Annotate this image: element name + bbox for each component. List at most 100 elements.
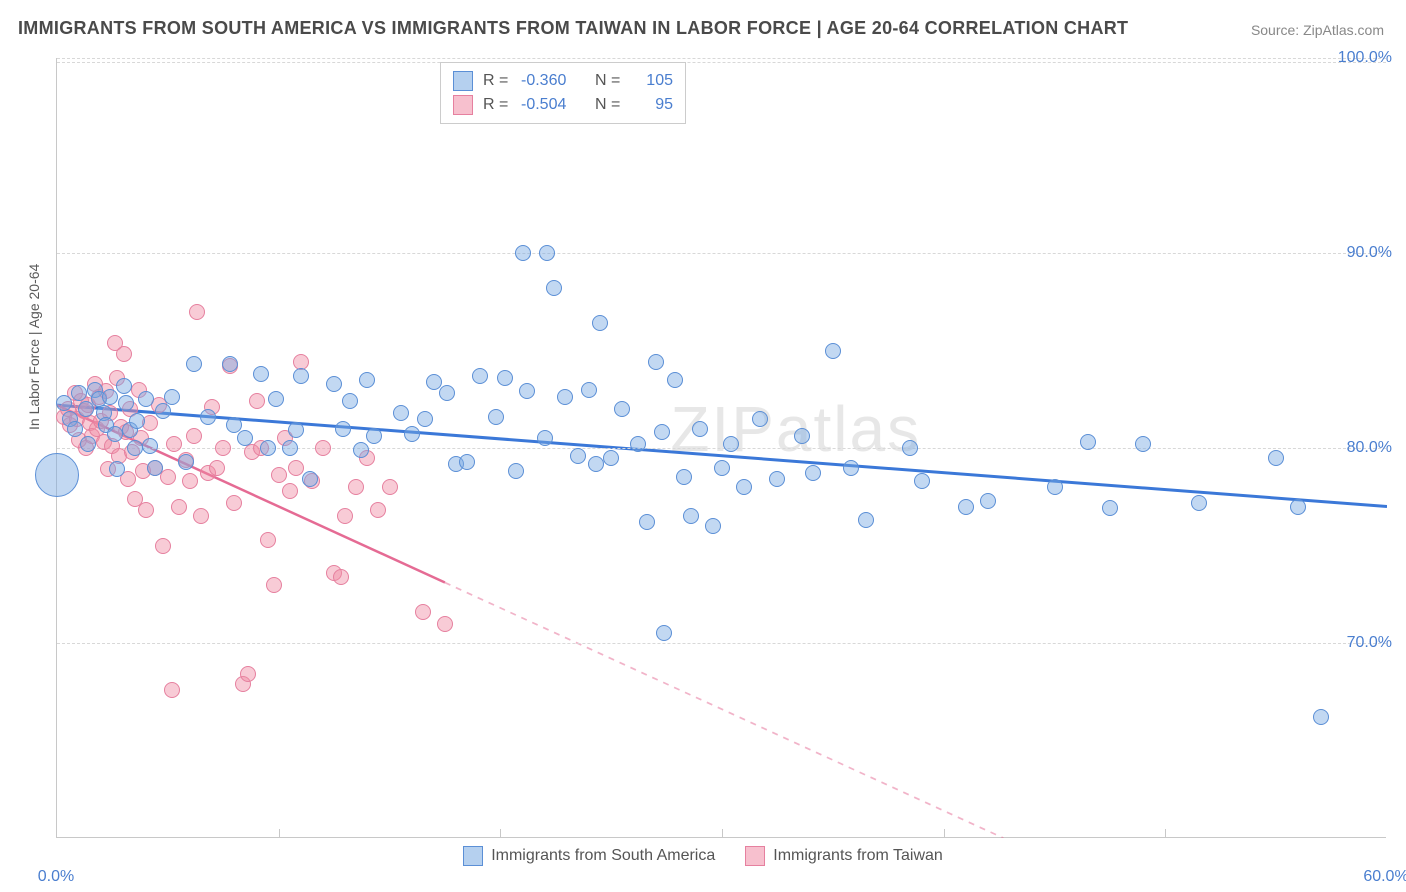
source-value: ZipAtlas.com — [1303, 22, 1384, 38]
r-value-tw: -0.504 — [521, 96, 585, 114]
data-point-tw — [155, 538, 171, 554]
data-point-sa — [980, 493, 996, 509]
x-tick-label: 60.0% — [1363, 868, 1406, 886]
data-point-sa — [67, 421, 83, 437]
data-point-sa — [515, 245, 531, 261]
data-point-sa — [603, 450, 619, 466]
data-point-tw — [166, 436, 182, 452]
data-point-tw — [138, 502, 154, 518]
data-point-sa — [268, 391, 284, 407]
data-point-sa — [958, 499, 974, 515]
source-label: Source: ZipAtlas.com — [1251, 22, 1384, 38]
y-tick-label: 90.0% — [1347, 244, 1392, 262]
plot-area: ZIPatlas — [56, 58, 1386, 838]
trend-line-dashed-tw — [445, 583, 1003, 838]
data-point-tw — [189, 304, 205, 320]
data-point-sa — [116, 378, 132, 394]
corr-row-sa: R = -0.360 N = 105 — [453, 69, 673, 93]
data-point-sa — [667, 372, 683, 388]
source-prefix: Source: — [1251, 22, 1299, 38]
legend-label-sa: Immigrants from South America — [491, 847, 715, 865]
data-point-sa — [353, 442, 369, 458]
data-point-sa — [1290, 499, 1306, 515]
legend-swatch-tw-icon — [745, 846, 765, 866]
data-point-tw — [260, 532, 276, 548]
y-tick-label: 100.0% — [1338, 49, 1392, 67]
data-point-sa — [359, 372, 375, 388]
data-point-sa — [118, 395, 134, 411]
data-point-sa — [138, 391, 154, 407]
r-label-sa: R = — [483, 72, 511, 90]
grid-line-h — [57, 62, 1386, 63]
grid-line-h — [57, 253, 1386, 254]
x-minor-tick — [500, 829, 501, 837]
data-point-sa — [497, 370, 513, 386]
data-point-sa — [656, 625, 672, 641]
y-tick-label: 70.0% — [1347, 634, 1392, 652]
data-point-tw — [333, 569, 349, 585]
data-point-tw — [171, 499, 187, 515]
data-point-sa — [426, 374, 442, 390]
data-point-sa — [335, 421, 351, 437]
data-point-sa — [1268, 450, 1284, 466]
data-point-sa — [288, 422, 304, 438]
data-point-sa — [200, 409, 216, 425]
data-point-tw — [315, 440, 331, 456]
data-point-sa — [326, 376, 342, 392]
data-point-sa — [794, 428, 810, 444]
n-label-sa: N = — [595, 72, 623, 90]
data-point-sa — [1102, 500, 1118, 516]
data-point-tw — [226, 495, 242, 511]
data-point-sa — [127, 440, 143, 456]
data-point-sa — [705, 518, 721, 534]
data-point-tw — [182, 473, 198, 489]
correlation-legend-box: R = -0.360 N = 105 R = -0.504 N = 95 — [440, 62, 686, 124]
data-point-sa — [472, 368, 488, 384]
bottom-legend: Immigrants from South America Immigrants… — [0, 846, 1406, 866]
data-point-sa — [588, 456, 604, 472]
data-point-sa — [147, 460, 163, 476]
data-point-tw — [288, 460, 304, 476]
data-point-tw — [249, 393, 265, 409]
grid-line-h — [57, 58, 1386, 59]
data-point-tw — [164, 682, 180, 698]
data-point-sa — [282, 440, 298, 456]
data-point-tw — [370, 502, 386, 518]
r-value-sa: -0.360 — [521, 72, 585, 90]
data-point-sa — [858, 512, 874, 528]
data-point-tw — [415, 604, 431, 620]
x-minor-tick — [279, 829, 280, 837]
data-point-sa — [226, 417, 242, 433]
n-value-tw: 95 — [633, 96, 673, 114]
data-point-tw — [337, 508, 353, 524]
data-point-sa — [129, 413, 145, 429]
data-point-sa — [539, 245, 555, 261]
data-point-tw — [116, 346, 132, 362]
data-point-sa — [508, 463, 524, 479]
data-point-sa — [102, 389, 118, 405]
data-point-tw — [266, 577, 282, 593]
x-minor-tick — [722, 829, 723, 837]
data-point-sa — [714, 460, 730, 476]
data-point-tw — [215, 440, 231, 456]
data-point-sa — [237, 430, 253, 446]
data-point-sa — [557, 389, 573, 405]
data-point-large-outlier — [35, 453, 79, 497]
data-point-sa — [769, 471, 785, 487]
data-point-sa — [1080, 434, 1096, 450]
y-axis-label: In Labor Force | Age 20-64 — [26, 264, 42, 430]
data-point-tw — [348, 479, 364, 495]
data-point-tw — [193, 508, 209, 524]
data-point-sa — [592, 315, 608, 331]
data-point-sa — [537, 430, 553, 446]
x-minor-tick — [1165, 829, 1166, 837]
data-point-sa — [546, 280, 562, 296]
data-point-sa — [752, 411, 768, 427]
data-point-sa — [683, 508, 699, 524]
data-point-sa — [71, 385, 87, 401]
data-point-sa — [253, 366, 269, 382]
data-point-sa — [1047, 479, 1063, 495]
data-point-sa — [342, 393, 358, 409]
data-point-tw — [271, 467, 287, 483]
data-point-sa — [805, 465, 821, 481]
